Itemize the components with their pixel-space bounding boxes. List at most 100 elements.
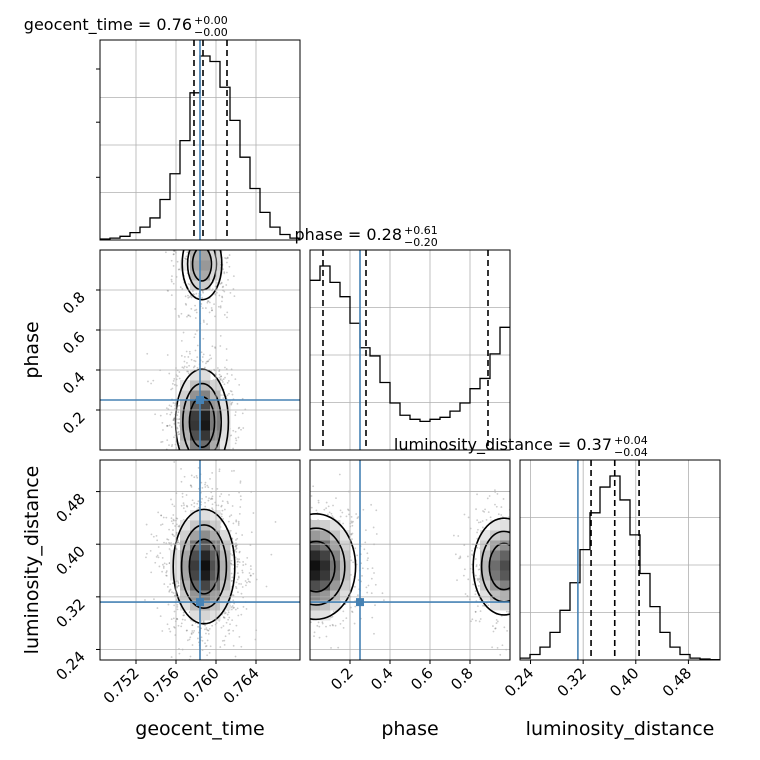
sample-point bbox=[160, 514, 163, 517]
y-axis-label-phase: phase bbox=[21, 321, 43, 378]
sample-point bbox=[176, 603, 179, 606]
sample-point bbox=[173, 505, 176, 508]
x-tick-label: 0.8 bbox=[447, 664, 477, 694]
sample-point bbox=[232, 607, 235, 609]
sample-point bbox=[165, 542, 168, 545]
sample-point bbox=[241, 412, 244, 415]
density-cell bbox=[190, 440, 201, 450]
title-name: luminosity_distance bbox=[394, 435, 553, 455]
sample-point bbox=[233, 295, 236, 297]
sample-point bbox=[232, 275, 235, 278]
sample-point bbox=[222, 625, 225, 627]
sample-point bbox=[474, 610, 477, 613]
sample-point bbox=[176, 617, 178, 620]
sample-point bbox=[335, 497, 337, 500]
sample-point bbox=[228, 616, 231, 619]
sample-point bbox=[232, 629, 235, 632]
density-cell bbox=[330, 570, 341, 581]
sample-point bbox=[193, 359, 196, 362]
sample-point bbox=[187, 370, 190, 373]
sample-point bbox=[145, 523, 148, 526]
sample-point bbox=[350, 606, 352, 609]
sample-point bbox=[225, 368, 228, 370]
sample-point bbox=[347, 508, 349, 511]
sample-point bbox=[166, 425, 169, 427]
sample-point bbox=[230, 514, 233, 517]
sample-point bbox=[180, 625, 183, 628]
sample-point bbox=[161, 556, 164, 559]
sample-point bbox=[238, 426, 241, 429]
sample-point bbox=[228, 392, 230, 395]
sample-point bbox=[162, 567, 165, 569]
sample-point bbox=[168, 541, 170, 544]
sample-point bbox=[352, 520, 354, 523]
sample-point bbox=[147, 380, 149, 383]
sample-point bbox=[488, 495, 491, 497]
sample-point bbox=[159, 615, 162, 618]
sample-point bbox=[331, 615, 334, 618]
y-tick-label: 0.48 bbox=[52, 490, 88, 526]
sample-point bbox=[205, 362, 207, 365]
sample-point bbox=[166, 354, 169, 356]
sample-point bbox=[231, 605, 234, 607]
sample-point bbox=[495, 618, 498, 621]
sample-point bbox=[183, 475, 186, 478]
sample-point bbox=[205, 360, 208, 363]
density-cell bbox=[200, 250, 211, 261]
density-cell bbox=[310, 610, 321, 621]
sample-point bbox=[206, 301, 209, 304]
title-equals: = bbox=[343, 225, 367, 244]
sample-point bbox=[171, 591, 173, 594]
sample-point bbox=[219, 646, 222, 648]
sample-point bbox=[174, 407, 176, 410]
title-median: 0.76 bbox=[156, 15, 192, 34]
sample-point bbox=[223, 639, 226, 642]
x-tick-label: 0.6 bbox=[407, 664, 437, 694]
sample-point bbox=[185, 629, 188, 632]
sample-point bbox=[170, 445, 173, 448]
sample-point bbox=[224, 635, 227, 638]
sample-point bbox=[270, 553, 273, 556]
sample-point bbox=[170, 426, 173, 428]
sample-point bbox=[225, 621, 228, 624]
panel-geocent_time-vs-luminosity_distance bbox=[99, 459, 301, 661]
sample-point bbox=[178, 316, 180, 318]
sample-point bbox=[161, 440, 164, 443]
sample-point bbox=[161, 421, 164, 424]
sample-point bbox=[161, 630, 164, 632]
sample-point bbox=[249, 581, 251, 583]
density-cell bbox=[200, 510, 211, 521]
sample-point bbox=[171, 533, 174, 536]
histogram-step bbox=[520, 475, 720, 661]
density-cell bbox=[190, 520, 201, 531]
sample-point bbox=[169, 588, 172, 591]
density-cell bbox=[210, 530, 221, 541]
density-cell bbox=[320, 600, 331, 611]
density-cell bbox=[200, 270, 211, 281]
sample-point bbox=[169, 630, 172, 633]
sample-point bbox=[161, 570, 164, 573]
sample-point bbox=[177, 624, 180, 627]
density-cell bbox=[500, 530, 510, 541]
sample-point bbox=[325, 507, 328, 510]
sample-point bbox=[240, 592, 243, 595]
sample-point bbox=[361, 567, 364, 570]
sample-point bbox=[252, 572, 255, 575]
sample-point bbox=[173, 419, 175, 422]
sample-point bbox=[204, 505, 207, 508]
panel-frame bbox=[99, 39, 301, 241]
sample-point bbox=[323, 508, 326, 511]
density-cell bbox=[170, 550, 181, 561]
sample-point bbox=[315, 509, 318, 512]
sample-point bbox=[180, 354, 183, 357]
sample-point bbox=[171, 382, 174, 385]
sample-point bbox=[200, 303, 203, 305]
sample-point bbox=[150, 571, 153, 574]
sample-point bbox=[170, 388, 173, 391]
density-cell bbox=[180, 560, 191, 571]
sample-point bbox=[249, 544, 252, 547]
sample-point bbox=[191, 644, 194, 646]
density-cell bbox=[480, 560, 491, 571]
sample-point bbox=[234, 544, 237, 547]
sample-point bbox=[226, 613, 229, 616]
